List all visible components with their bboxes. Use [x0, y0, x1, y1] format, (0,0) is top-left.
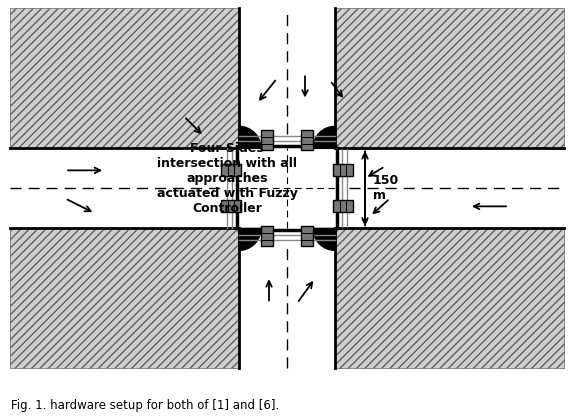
Bar [239, 8, 335, 149]
Bar [335, 149, 564, 228]
Wedge shape [313, 126, 335, 149]
Bar [301, 130, 313, 150]
Text: 150
m: 150 m [373, 174, 400, 202]
Bar [10, 228, 239, 368]
Bar [221, 164, 241, 176]
Bar [239, 228, 335, 368]
Wedge shape [313, 228, 335, 250]
Bar [239, 149, 335, 228]
Bar [333, 164, 353, 176]
Text: Four Sides
intersection with all
approaches
actuated with Fuzzy
Controller: Four Sides intersection with all approac… [157, 142, 297, 215]
Bar [10, 149, 239, 228]
Bar [335, 228, 564, 368]
Bar [261, 226, 273, 246]
Wedge shape [239, 126, 261, 149]
Wedge shape [239, 228, 261, 250]
Bar [10, 8, 239, 149]
Text: Fig. 1. hardware setup for both of [1] and [6].: Fig. 1. hardware setup for both of [1] a… [11, 399, 280, 412]
Bar [221, 201, 241, 212]
Bar [301, 226, 313, 246]
Bar [261, 130, 273, 150]
Bar [335, 8, 564, 149]
Bar [333, 201, 353, 212]
